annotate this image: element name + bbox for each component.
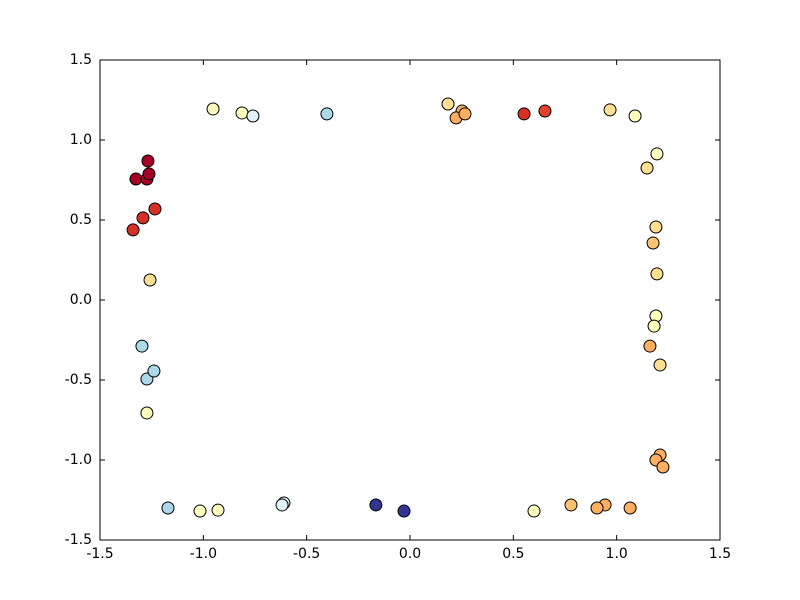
x-tick-label: -1.5 <box>86 546 113 562</box>
point <box>623 501 637 515</box>
point <box>235 106 249 120</box>
point <box>643 339 657 353</box>
point <box>564 498 578 512</box>
point <box>441 97 455 111</box>
point <box>538 104 552 118</box>
point <box>136 211 150 225</box>
point <box>193 504 207 518</box>
point <box>649 220 663 234</box>
point <box>275 498 289 512</box>
y-tick-label: 1.5 <box>70 52 92 68</box>
y-tick-label: 0.5 <box>70 212 92 228</box>
y-tick-label: 1.0 <box>70 132 92 148</box>
point <box>129 172 143 186</box>
point <box>126 223 140 237</box>
point <box>628 109 642 123</box>
point <box>206 102 220 116</box>
plot-frame <box>99 59 721 541</box>
y-tick-label: -1.5 <box>65 532 92 548</box>
point <box>647 319 661 333</box>
point <box>646 236 660 250</box>
point <box>161 501 175 515</box>
point <box>211 503 225 517</box>
x-tick-label: 1.5 <box>709 546 731 562</box>
point <box>590 501 604 515</box>
y-tick-label: -1.0 <box>65 452 92 468</box>
point <box>147 364 161 378</box>
point <box>140 406 154 420</box>
point <box>656 460 670 474</box>
point <box>527 504 541 518</box>
point <box>650 147 664 161</box>
point <box>143 273 157 287</box>
point <box>320 107 334 121</box>
point <box>517 107 531 121</box>
point <box>640 161 654 175</box>
point <box>458 107 472 121</box>
x-tick-label: 0.5 <box>502 546 524 562</box>
point <box>653 358 667 372</box>
x-tick-label: -1.0 <box>190 546 217 562</box>
y-tick-label: -0.5 <box>65 372 92 388</box>
y-tick-label: 0.0 <box>70 292 92 308</box>
point <box>369 498 383 512</box>
point <box>148 202 162 216</box>
point <box>135 339 149 353</box>
x-tick-label: 0.0 <box>399 546 421 562</box>
x-tick-label: -0.5 <box>293 546 320 562</box>
point <box>142 167 156 181</box>
x-tick-label: 1.0 <box>606 546 628 562</box>
point <box>246 109 260 123</box>
point <box>650 267 664 281</box>
point <box>141 154 155 168</box>
point <box>397 504 411 518</box>
point <box>603 103 617 117</box>
